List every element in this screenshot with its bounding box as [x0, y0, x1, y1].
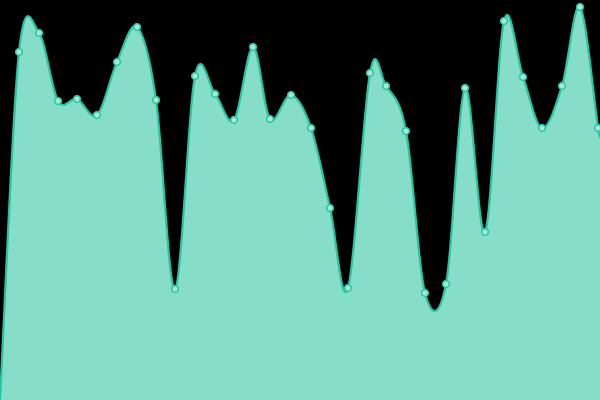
- data-point-marker: [537, 123, 547, 133]
- data-point-marker: [190, 71, 200, 81]
- data-point-marker: [14, 47, 24, 57]
- data-point-marker: [557, 81, 567, 91]
- data-point-marker: [365, 68, 375, 78]
- data-point-marker: [325, 203, 335, 213]
- data-point-marker: [92, 110, 102, 120]
- data-point-marker: [210, 89, 220, 99]
- data-point-marker: [343, 283, 353, 293]
- data-point-marker: [265, 114, 275, 124]
- data-point-marker: [34, 28, 44, 38]
- data-point-marker: [499, 16, 509, 26]
- data-point-marker: [72, 94, 82, 104]
- data-point-marker: [480, 227, 490, 237]
- data-point-marker: [112, 57, 122, 67]
- data-point-marker: [441, 279, 451, 289]
- data-point-marker: [229, 115, 239, 125]
- data-point-marker: [593, 123, 600, 133]
- data-point-marker: [286, 90, 296, 100]
- data-point-marker: [381, 81, 391, 91]
- data-point-marker: [53, 96, 63, 106]
- data-point-marker: [401, 126, 411, 136]
- data-point-marker: [151, 95, 161, 105]
- data-point-marker: [132, 22, 142, 32]
- data-point-marker: [460, 83, 470, 93]
- data-point-marker: [248, 42, 258, 52]
- area-fill-path: [0, 6, 600, 400]
- data-point-marker: [170, 284, 180, 294]
- data-point-marker: [306, 123, 316, 133]
- data-point-marker: [575, 2, 585, 12]
- data-point-markers: [14, 2, 600, 298]
- data-point-marker: [420, 288, 430, 298]
- data-point-marker: [518, 72, 528, 82]
